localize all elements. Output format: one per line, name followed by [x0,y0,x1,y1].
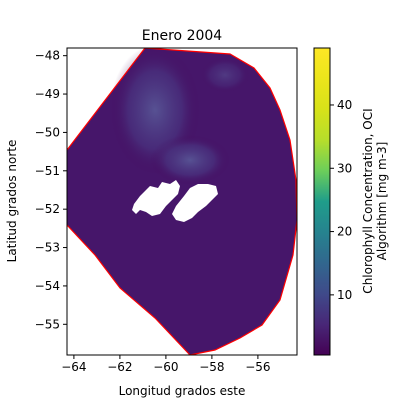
y-tick-label: −55 [35,317,60,331]
y-tick-label: −50 [35,125,60,139]
y-tick-label: −54 [35,279,60,293]
chart-title: Enero 2004 [142,28,223,44]
y-tick-label: −51 [35,164,60,178]
colorbar-tick-label: 20 [337,225,352,239]
island-east [172,184,218,222]
y-axis-ticks: −48 −49 −50 −51 −52 −53 −54 −55 [35,49,67,331]
x-tick-label: −58 [199,360,224,374]
x-tick-label: −64 [61,360,86,374]
y-tick-label: −49 [35,87,60,101]
colorbar [313,47,331,356]
chlorophyll-plume-2 [150,135,230,185]
x-tick-label: −60 [153,360,178,374]
data-boundary [67,48,297,355]
colorbar-tick-label: 10 [337,288,352,302]
colorbar-label-line2: Algorithm [mg m-3] [375,142,389,261]
x-axis-ticks: −64 −62 −60 −58 −56 [61,355,271,374]
colorbar-tick-label: 40 [337,98,352,112]
chlorophyll-plume-3 [200,57,250,93]
colorbar-ticks: 10 20 30 40 [330,98,352,302]
y-tick-label: −53 [35,241,60,255]
colorbar-tick-label: 30 [337,161,352,175]
y-tick-label: −48 [35,49,60,63]
y-axis-label: Latitud grados norte [5,140,19,263]
x-axis-label: Longitud grados este [119,384,246,398]
island-west [132,180,180,216]
x-tick-label: −56 [245,360,270,374]
colorbar-label-line1: Chlorophyll Concentration, OCI [361,108,375,293]
y-tick-label: −52 [35,202,60,216]
x-tick-label: −62 [107,360,132,374]
axes-frame [66,47,298,356]
